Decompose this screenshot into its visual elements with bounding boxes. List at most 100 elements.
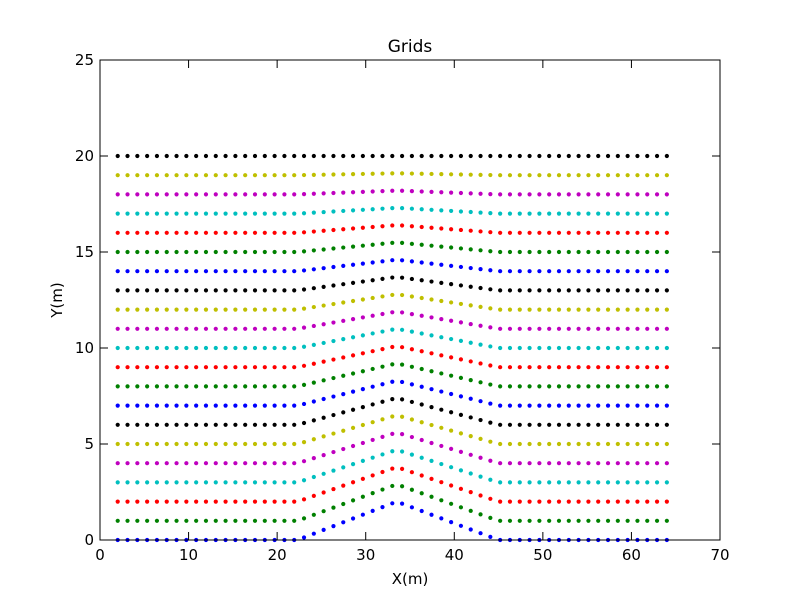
grid-point [194,230,199,235]
grid-point [184,288,189,293]
grid-point [439,443,444,449]
grid-point [449,446,454,451]
grid-point [556,249,562,255]
grid-point [556,345,562,351]
grid-point [115,269,120,274]
grid-point [468,284,473,289]
grid-point [547,192,552,197]
grid-point [223,307,228,312]
grid-point [174,288,179,293]
grid-point [341,483,346,488]
grid-point [321,471,326,476]
y-tick-label: 5 [84,435,94,453]
grid-point [194,422,199,427]
grid-point [527,422,532,427]
grid-point [331,449,336,455]
grid-point [654,422,660,427]
grid-point [645,249,650,255]
grid-point [145,288,150,293]
grid-point [360,512,365,517]
grid-point [174,480,179,485]
grid-point [537,230,542,235]
grid-point [468,228,473,233]
grid-point [223,480,228,485]
grid-point [115,441,120,447]
grid-point [429,440,434,446]
grid-point [145,461,150,466]
grid-point [233,307,238,312]
grid-point [380,487,385,492]
grid-point [576,173,581,178]
grid-point [301,344,307,349]
grid-point [615,211,620,216]
grid-point [321,228,326,233]
grid-point [184,153,189,159]
grid-point [115,461,120,466]
grid-point [596,480,601,485]
grid-point [645,211,650,216]
grid-point [135,153,140,159]
grid-point [331,283,336,288]
grid-point [527,269,532,274]
grid-point [399,379,405,385]
grid-point [174,384,179,389]
grid-point [605,211,611,216]
grid-point [243,461,248,466]
grid-point [272,230,277,235]
grid-point [566,192,571,197]
grid-row [115,171,669,178]
grid-point [380,153,385,159]
grid-point [154,230,160,235]
grid-point [654,365,660,370]
y-tick-label: 10 [75,339,94,357]
grid-point [252,422,258,427]
grid-point [194,499,199,504]
grid-point [350,371,356,376]
grid-point [115,211,120,216]
grid-point [311,380,316,385]
grid-point [390,397,395,402]
grid-point [458,227,464,233]
grid-point [184,499,189,504]
grid-point [439,461,444,467]
grid-point [292,173,297,178]
grid-point [321,266,326,271]
grid-point [478,361,483,366]
grid-point [556,153,562,159]
y-tick-label: 20 [75,147,94,165]
grid-point [468,153,473,159]
grid-point [664,403,669,408]
grid-point [527,403,532,408]
grid-point [399,171,405,176]
y-tick-label: 25 [75,51,94,69]
grid-point [184,384,189,389]
grid-row [115,501,669,543]
grid-point [507,173,513,178]
grid-point [507,403,513,408]
grid-point [203,480,209,485]
grid-point [458,264,464,270]
grid-point [282,307,287,312]
grid-point [292,230,297,235]
grid-point [213,249,218,255]
grid-point [615,326,620,331]
grid-point [586,384,591,389]
grid-point [419,224,424,230]
grid-point [507,211,513,216]
grid-row [115,206,669,216]
grid-point [654,269,660,274]
grid-point [635,249,640,255]
grid-point [537,288,542,293]
grid-point [419,278,424,283]
grid-point [321,284,326,289]
grid-point [537,211,542,216]
grid-point [527,230,532,235]
grid-point [243,441,248,447]
grid-point [370,189,375,194]
grid-point [184,480,189,485]
grid-point [478,210,483,215]
grid-point [419,491,424,496]
grid-point [350,443,356,449]
grid-point [596,518,601,523]
grid-point [243,288,248,293]
